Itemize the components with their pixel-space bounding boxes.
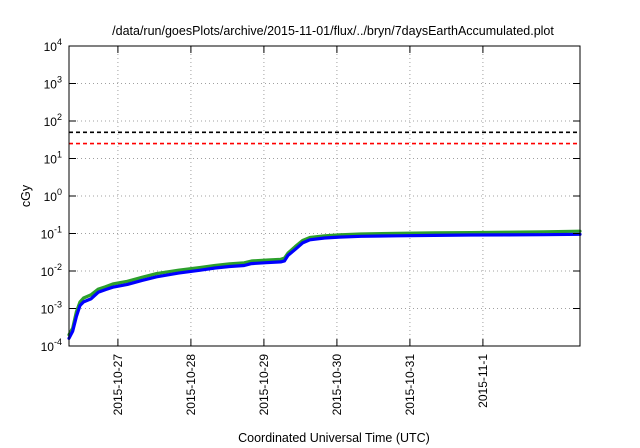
grid <box>69 46 580 346</box>
y-axis-ticks: 10-4 10-3 10-2 10-1 100 101 102 103 104 <box>41 37 580 354</box>
x-tick-label: 2015-10-31 <box>403 354 417 416</box>
x-tick-label: 2015-10-28 <box>184 354 198 416</box>
x-tick-label: 2015-11-1 <box>476 354 490 408</box>
y-tick-label: 10-3 <box>41 300 62 317</box>
series-line <box>67 232 582 340</box>
y-tick-label: 10-2 <box>41 262 62 279</box>
x-tick-label: 2015-10-29 <box>257 354 271 416</box>
x-axis-label: Coordinated Universal Time (UTC) <box>238 431 430 445</box>
y-axis-label: cGy <box>19 184 33 207</box>
y-tick-label: 101 <box>44 150 62 167</box>
x-axis-ticks: 2015-10-27 2015-10-28 2015-10-29 2015-10-30… <box>111 46 490 415</box>
x-tick-label: 2015-10-30 <box>330 354 344 416</box>
y-tick-label: 10-4 <box>41 337 62 354</box>
chart-title: /data/run/goesPlots/archive/2015-11-01/f… <box>112 24 554 38</box>
y-tick-label: 104 <box>44 37 62 54</box>
series-lines <box>67 229 582 340</box>
y-tick-label: 103 <box>44 75 62 92</box>
y-tick-label: 102 <box>44 112 62 129</box>
y-tick-label: 100 <box>44 187 62 204</box>
threshold-lines <box>69 131 580 145</box>
y-tick-label: 10-1 <box>41 225 62 242</box>
series-line <box>67 229 582 337</box>
x-tick-label: 2015-10-27 <box>111 354 125 416</box>
